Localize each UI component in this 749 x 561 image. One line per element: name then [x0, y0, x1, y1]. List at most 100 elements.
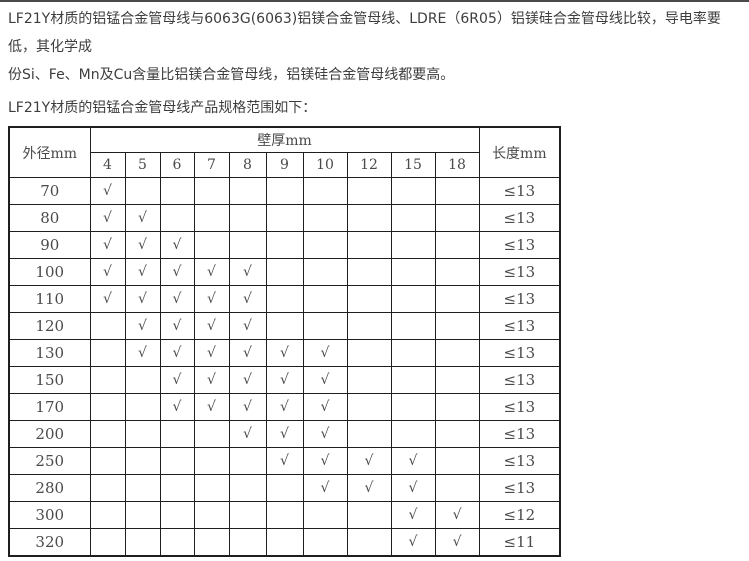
empty-cell: [193, 447, 230, 475]
table-row: 70 √ ≤13: [8, 177, 561, 205]
check-cell: √: [124, 339, 161, 367]
empty-cell: [193, 231, 230, 259]
check-cell: √: [124, 285, 161, 313]
length-cell: ≤13: [478, 204, 561, 232]
empty-cell: [390, 393, 436, 421]
check-cell: √: [390, 528, 436, 557]
table-row: 200 √ √ √ ≤13: [8, 420, 561, 448]
empty-cell: [265, 231, 304, 259]
check-cell: √: [434, 501, 480, 529]
outer-diameter-cell: 80: [8, 204, 91, 232]
check-cell: √: [124, 258, 161, 286]
outer-diameter-cell: 130: [8, 339, 91, 367]
empty-cell: [159, 447, 195, 475]
empty-cell: [434, 285, 480, 313]
length-header: 长度mm: [478, 126, 561, 178]
empty-cell: [434, 258, 480, 286]
empty-cell: [124, 474, 161, 502]
empty-cell: [346, 501, 392, 529]
empty-cell: [265, 177, 304, 205]
empty-cell: [390, 231, 436, 259]
empty-cell: [346, 258, 392, 286]
outer-diameter-cell: 200: [8, 420, 91, 448]
length-cell: ≤13: [478, 258, 561, 286]
check-cell: √: [228, 393, 267, 421]
empty-cell: [228, 204, 267, 232]
check-cell: √: [89, 177, 126, 205]
empty-cell: [124, 447, 161, 475]
check-cell: √: [193, 258, 230, 286]
table-row: 150 √ √ √ √ √ ≤13: [8, 366, 561, 394]
empty-cell: [159, 501, 195, 529]
empty-cell: [346, 528, 392, 557]
check-cell: √: [302, 339, 348, 367]
table-row: 90 √ √ √ ≤13: [8, 231, 561, 259]
table-row: 170 √ √ √ √ √ ≤13: [8, 393, 561, 421]
thickness-col-header: 9: [265, 152, 304, 178]
empty-cell: [265, 285, 304, 313]
thickness-col-header: 12: [346, 152, 392, 178]
empty-cell: [159, 528, 195, 557]
empty-cell: [193, 474, 230, 502]
check-cell: √: [124, 312, 161, 340]
empty-cell: [434, 420, 480, 448]
intro-line-1: LF21Y材质的铝锰合金管母线与6063G(6063)铝镁合金管母线、LDRE（…: [8, 11, 721, 55]
length-cell: ≤13: [478, 393, 561, 421]
length-cell: ≤13: [478, 231, 561, 259]
check-cell: √: [124, 204, 161, 232]
empty-cell: [302, 177, 348, 205]
check-cell: √: [265, 420, 304, 448]
spec-table-header: 外径mm 壁厚mm 长度mm 4 5 6 7 8 9 10 12 15 18: [8, 126, 561, 178]
length-cell: ≤12: [478, 501, 561, 529]
outer-diameter-cell: 300: [8, 501, 91, 529]
check-cell: √: [89, 258, 126, 286]
thickness-col-header: 4: [89, 152, 126, 178]
check-cell: √: [124, 231, 161, 259]
empty-cell: [346, 393, 392, 421]
empty-cell: [434, 447, 480, 475]
empty-cell: [302, 501, 348, 529]
empty-cell: [124, 501, 161, 529]
check-cell: √: [302, 420, 348, 448]
empty-cell: [390, 366, 436, 394]
outer-diameter-cell: 320: [8, 528, 91, 557]
empty-cell: [302, 312, 348, 340]
check-cell: √: [228, 420, 267, 448]
check-cell: √: [265, 366, 304, 394]
check-cell: √: [390, 474, 436, 502]
check-cell: √: [228, 258, 267, 286]
spec-table: 外径mm 壁厚mm 长度mm 4 5 6 7 8 9 10 12 15 18 7…: [8, 126, 562, 557]
thickness-col-header: 7: [193, 152, 230, 178]
check-cell: √: [89, 231, 126, 259]
empty-cell: [124, 528, 161, 557]
empty-cell: [228, 447, 267, 475]
spec-table-body: 70 √ ≤13 80 √ √ ≤13 90 √ √ √ ≤13 100 √ √ √ √ √ ≤13 110 √ √ √ √ √…: [8, 177, 561, 557]
empty-cell: [228, 528, 267, 557]
empty-cell: [265, 528, 304, 557]
table-row: 300 √ √ ≤12: [8, 501, 561, 529]
check-cell: √: [228, 339, 267, 367]
length-cell: ≤13: [478, 447, 561, 475]
thickness-col-header: 5: [124, 152, 161, 178]
length-cell: ≤13: [478, 474, 561, 502]
check-cell: √: [159, 393, 195, 421]
check-cell: √: [159, 312, 195, 340]
outer-diameter-cell: 90: [8, 231, 91, 259]
empty-cell: [346, 204, 392, 232]
empty-cell: [159, 204, 195, 232]
length-cell: ≤13: [478, 312, 561, 340]
outer-diameter-cell: 120: [8, 312, 91, 340]
header-row-top: 外径mm 壁厚mm 长度mm: [8, 126, 561, 178]
empty-cell: [228, 501, 267, 529]
intro-paragraph: LF21Y材质的铝锰合金管母线与6063G(6063)铝镁合金管母线、LDRE（…: [8, 5, 743, 89]
empty-cell: [193, 204, 230, 232]
thickness-col-header: 15: [390, 152, 436, 178]
empty-cell: [390, 312, 436, 340]
empty-cell: [346, 312, 392, 340]
empty-cell: [302, 231, 348, 259]
empty-cell: [89, 339, 126, 367]
check-cell: √: [265, 393, 304, 421]
check-cell: √: [193, 285, 230, 313]
empty-cell: [89, 393, 126, 421]
check-cell: √: [302, 393, 348, 421]
